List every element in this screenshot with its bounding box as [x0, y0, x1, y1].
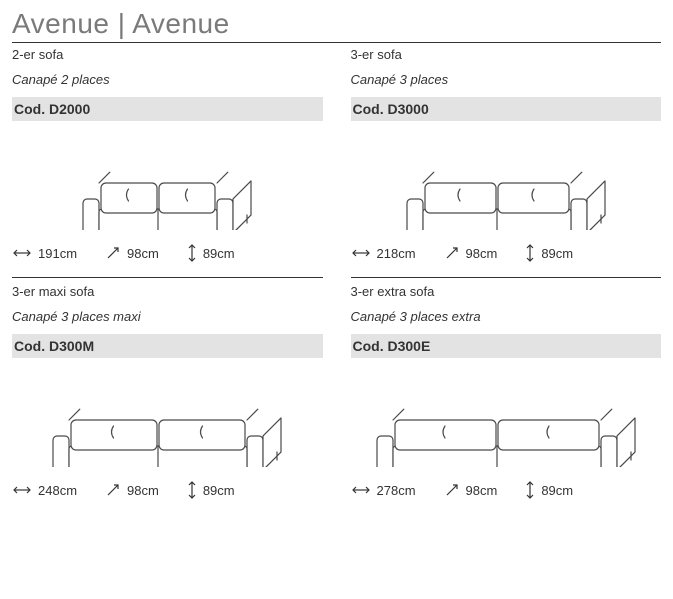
height-arrow-icon: [187, 243, 197, 263]
height-arrow-icon: [187, 480, 197, 500]
dim-width-value: 278cm: [377, 483, 416, 498]
product-name-en: 2-er sofa: [12, 47, 323, 62]
product-illustration: [351, 127, 662, 237]
product-name-fr: Canapé 2 places: [12, 72, 323, 87]
product-code: Cod. D300E: [351, 334, 662, 358]
width-arrow-icon: [12, 248, 32, 258]
dim-width: 191cm: [12, 246, 77, 261]
dim-depth: 98cm: [105, 482, 159, 498]
dim-width: 248cm: [12, 483, 77, 498]
product-name-fr: Canapé 3 places maxi: [12, 309, 323, 324]
product-dimensions: 218cm 98cm 89cm: [351, 237, 662, 273]
dim-depth: 98cm: [105, 245, 159, 261]
dim-height-value: 89cm: [541, 246, 573, 261]
dim-height: 89cm: [525, 243, 573, 263]
product-card: 3-er sofa Canapé 3 places Cod. D3000 218…: [351, 47, 662, 273]
dim-width-value: 218cm: [377, 246, 416, 261]
card-divider: [12, 277, 323, 278]
dim-depth-value: 98cm: [466, 483, 498, 498]
product-code: Cod. D2000: [12, 97, 323, 121]
page-title: Avenue | Avenue: [12, 8, 661, 40]
depth-arrow-icon: [105, 482, 121, 498]
card-divider: [351, 277, 662, 278]
dim-depth: 98cm: [444, 482, 498, 498]
product-illustration: [351, 364, 662, 474]
dim-width: 278cm: [351, 483, 416, 498]
product-name-en: 3-er sofa: [351, 47, 662, 62]
depth-arrow-icon: [105, 245, 121, 261]
dim-depth: 98cm: [444, 245, 498, 261]
dim-depth-value: 98cm: [466, 246, 498, 261]
title-divider: [12, 42, 661, 43]
dim-height: 89cm: [187, 480, 235, 500]
height-arrow-icon: [525, 243, 535, 263]
width-arrow-icon: [12, 485, 32, 495]
product-code: Cod. D300M: [12, 334, 323, 358]
product-grid: 2-er sofa Canapé 2 places Cod. D2000 191…: [12, 47, 661, 510]
product-card: 3-er maxi sofa Canapé 3 places maxi Cod.…: [12, 277, 323, 510]
height-arrow-icon: [525, 480, 535, 500]
product-name-en: 3-er extra sofa: [351, 284, 662, 299]
depth-arrow-icon: [444, 482, 460, 498]
product-card: 3-er extra sofa Canapé 3 places extra Co…: [351, 277, 662, 510]
dim-height-value: 89cm: [203, 246, 235, 261]
dim-height: 89cm: [525, 480, 573, 500]
dim-width-value: 191cm: [38, 246, 77, 261]
width-arrow-icon: [351, 485, 371, 495]
product-illustration: [12, 127, 323, 237]
product-code: Cod. D3000: [351, 97, 662, 121]
product-card: 2-er sofa Canapé 2 places Cod. D2000 191…: [12, 47, 323, 273]
product-illustration: [12, 364, 323, 474]
dim-height-value: 89cm: [541, 483, 573, 498]
dim-width-value: 248cm: [38, 483, 77, 498]
dim-depth-value: 98cm: [127, 483, 159, 498]
product-dimensions: 278cm 98cm 89cm: [351, 474, 662, 510]
product-dimensions: 191cm 98cm 89cm: [12, 237, 323, 273]
width-arrow-icon: [351, 248, 371, 258]
dim-height: 89cm: [187, 243, 235, 263]
dim-depth-value: 98cm: [127, 246, 159, 261]
product-name-fr: Canapé 3 places: [351, 72, 662, 87]
product-name-fr: Canapé 3 places extra: [351, 309, 662, 324]
product-dimensions: 248cm 98cm 89cm: [12, 474, 323, 510]
dim-width: 218cm: [351, 246, 416, 261]
dim-height-value: 89cm: [203, 483, 235, 498]
depth-arrow-icon: [444, 245, 460, 261]
product-name-en: 3-er maxi sofa: [12, 284, 323, 299]
